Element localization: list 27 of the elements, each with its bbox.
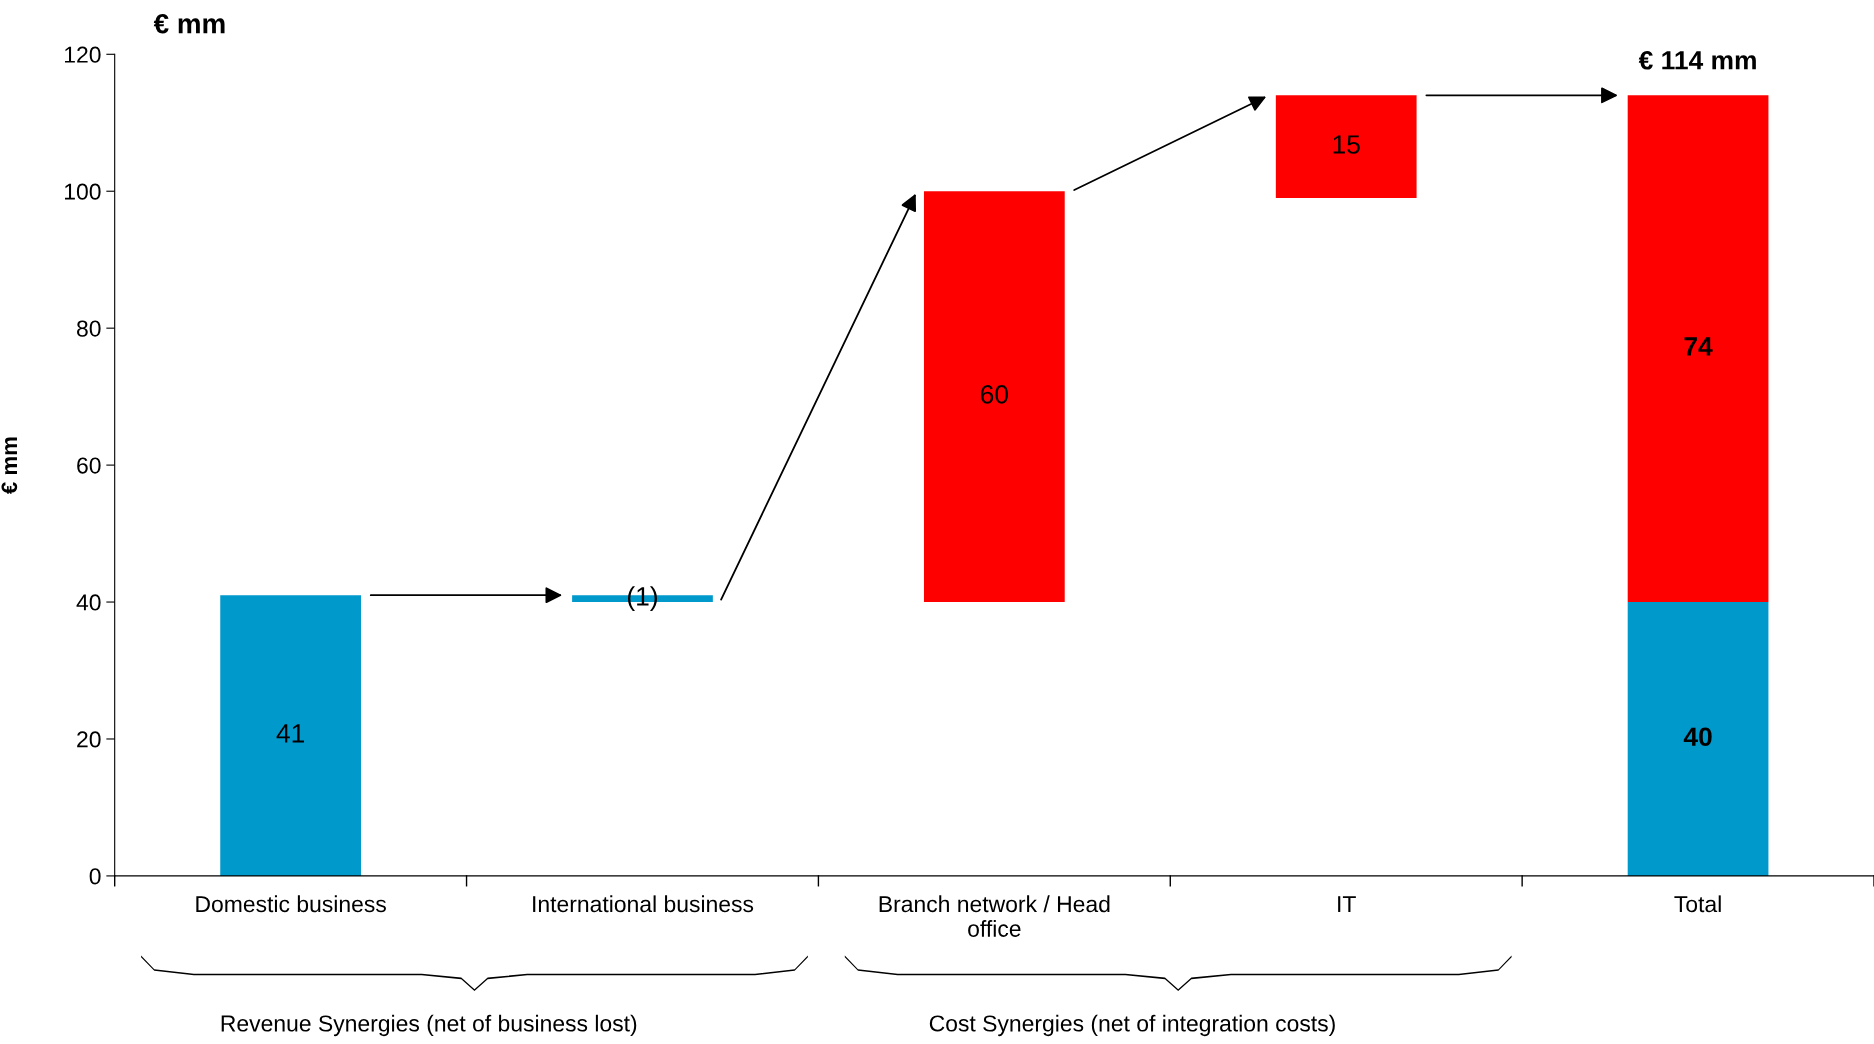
text: Cost Synergies (net of integration costs) — [929, 1014, 1335, 1037]
x-tick-label: Branch network / Head office — [879, 895, 1110, 937]
data-label: 60 — [981, 385, 1008, 404]
bar — [1275, 95, 1417, 199]
y-tick-label: 100 — [65, 183, 101, 200]
y-axis-title: € mm — [1, 437, 18, 495]
annotation: € 114 mm — [1638, 50, 1756, 70]
data-label: 15 — [1333, 135, 1360, 154]
x-tick-label: International business — [533, 895, 754, 913]
y-tick-label: 120 — [65, 46, 101, 63]
y-tick-label: 60 — [77, 457, 101, 474]
x-tick-label: Total — [1674, 895, 1721, 913]
data-label: 74 — [1684, 337, 1713, 356]
x-tick-label: IT — [1338, 896, 1356, 912]
bar — [1627, 602, 1769, 876]
text: Revenue Synergies (net of business lost) — [221, 1014, 637, 1037]
y-tick-label: 0 — [89, 868, 101, 885]
bar — [1627, 95, 1769, 603]
chart-title: € mm — [153, 13, 225, 34]
bar — [220, 595, 361, 876]
data-label: 40 — [1683, 727, 1712, 747]
y-tick-label: 80 — [77, 320, 101, 337]
y-tick-label: 40 — [76, 594, 101, 611]
x-tick-label: Domestic business — [196, 895, 386, 913]
bar — [923, 191, 1065, 603]
data-label: 41 — [276, 724, 305, 743]
y-tick-label: 20 — [77, 731, 101, 748]
